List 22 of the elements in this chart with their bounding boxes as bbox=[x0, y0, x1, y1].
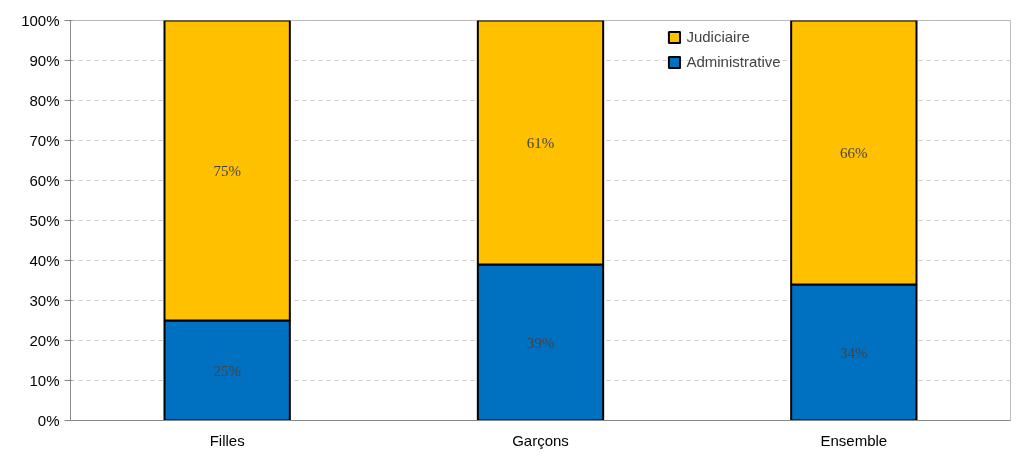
data-label: 61% bbox=[526, 134, 555, 151]
y-tick-label: 70% bbox=[29, 132, 60, 149]
y-tick-label: 10% bbox=[29, 372, 60, 389]
y-tick-label: 90% bbox=[29, 52, 60, 69]
y-tick-label: 60% bbox=[29, 172, 60, 189]
data-label: 25% bbox=[213, 362, 241, 379]
x-tick-label: Filles bbox=[209, 431, 245, 449]
y-tick-label: 0% bbox=[37, 412, 60, 429]
y-tick-label: 30% bbox=[29, 292, 60, 309]
data-label: 66% bbox=[840, 144, 868, 161]
y-tick-label: 80% bbox=[29, 92, 60, 109]
data-label: 39% bbox=[526, 334, 555, 351]
y-tick-label: 100% bbox=[21, 12, 60, 29]
y-tick-label: 50% bbox=[29, 212, 60, 229]
legend-label: Judiciaire bbox=[686, 28, 750, 45]
x-tick-label: Garçons bbox=[512, 431, 569, 449]
x-tick-label: Ensemble bbox=[820, 431, 888, 449]
y-tick-label: 20% bbox=[29, 332, 60, 349]
y-tick-label: 40% bbox=[29, 252, 60, 269]
legend-label: Administrative bbox=[686, 53, 781, 70]
data-label: 34% bbox=[840, 344, 868, 361]
data-label: 75% bbox=[213, 162, 241, 179]
